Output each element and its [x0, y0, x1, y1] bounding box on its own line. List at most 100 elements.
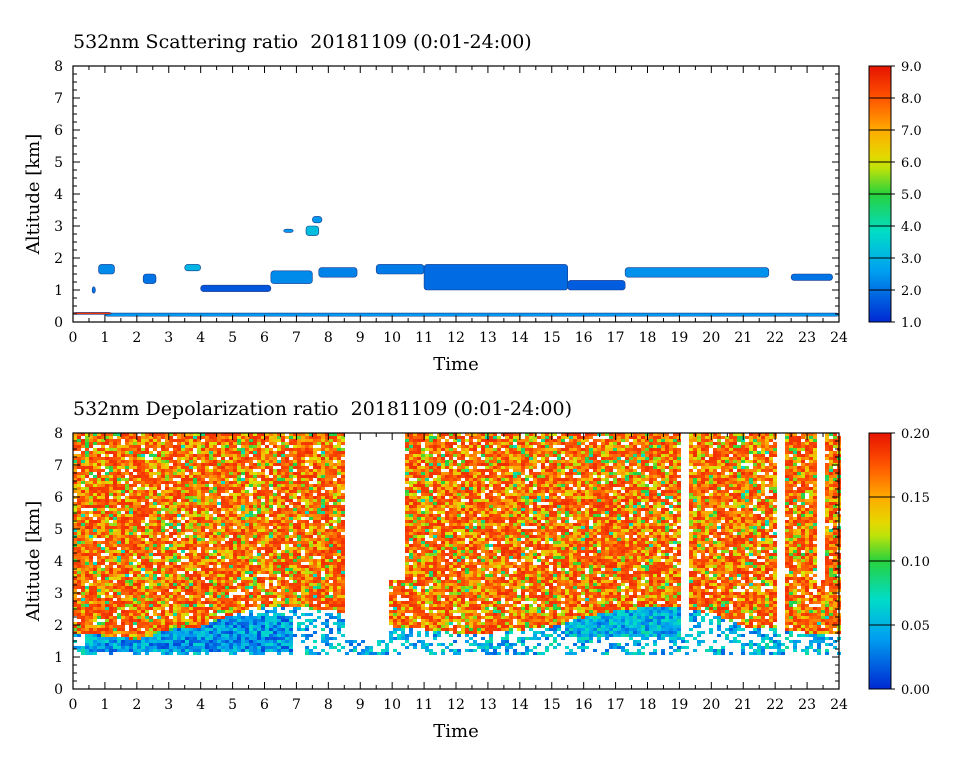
x-tick-label: 19 — [671, 697, 689, 713]
cloud-feature-6 — [200, 284, 272, 292]
x-tick-label: 16 — [575, 697, 593, 713]
x-tick-label: 21 — [734, 697, 752, 713]
depolarization-colorbar: 0.00 0.05 0.10 0.15 0.20 — [868, 427, 930, 698]
x-tick-label: 24 — [830, 330, 848, 346]
y-tick-label: 2 — [54, 618, 63, 634]
cloud-feature-10 — [312, 216, 323, 224]
chart-title-depolarization: 532nm Depolarization ratio 20181109 (0:0… — [73, 398, 573, 420]
colorbar-tick-label: 5.0 — [901, 188, 922, 203]
x-tick-label: 12 — [447, 697, 465, 713]
y-tick-label: 8 — [54, 59, 63, 75]
y-tick-label: 4 — [54, 554, 63, 570]
y-tick-label: 3 — [54, 219, 63, 235]
colorbar-tick-label: 6.0 — [901, 156, 922, 171]
y-tick-label: 2 — [54, 251, 63, 267]
colorbar-tick-label: 0.00 — [901, 683, 930, 698]
x-tick-label: 5 — [228, 697, 237, 713]
depolarization-cells — [73, 433, 841, 655]
x-tick-label: 17 — [607, 697, 625, 713]
colorbar-tick-label: 1.0 — [901, 316, 922, 331]
scattering-colorbar: 1.0 2.0 3.0 4.0 5.0 6.0 7.0 8.0 9.0 — [868, 60, 922, 331]
cloud-feature-4 — [142, 273, 157, 284]
x-tick-label: 2 — [132, 330, 141, 346]
colorbar-tick-label: 2.0 — [901, 284, 922, 299]
x-tick-label: 17 — [607, 330, 625, 346]
y-axis-label: Altitude [km] — [23, 134, 44, 256]
x-tick-label: 12 — [447, 330, 465, 346]
cloud-feature-1 — [98, 264, 115, 275]
x-tick-label: 1 — [100, 330, 109, 346]
cloud-feature-0 — [91, 286, 96, 294]
cloud-feature-12 — [375, 264, 425, 275]
cloud-feature-15 — [624, 267, 770, 278]
x-tick-label: 21 — [734, 330, 752, 346]
colorbar-tick-label: 0.15 — [901, 491, 930, 506]
x-tick-label: 0 — [69, 697, 78, 713]
x-tick-label: 7 — [292, 330, 301, 346]
x-tick-label: 11 — [415, 330, 433, 346]
cloud-feature-8 — [283, 228, 294, 233]
colorbar-tick-label: 0.20 — [901, 427, 930, 442]
x-tick-label: 9 — [356, 697, 365, 713]
y-tick-label: 6 — [54, 490, 63, 506]
x-tick-label: 4 — [196, 330, 205, 346]
cloud-feature-13 — [423, 264, 569, 291]
chart-title-scattering: 532nm Scattering ratio 20181109 (0:01-24… — [73, 31, 532, 53]
cloud-feature-11 — [318, 267, 358, 278]
x-tick-label: 7 — [292, 697, 301, 713]
x-tick-label: 15 — [543, 330, 561, 346]
y-tick-label: 7 — [54, 458, 63, 474]
cloud-feature-3 — [72, 312, 112, 315]
x-tick-label: 2 — [132, 697, 141, 713]
x-tick-label: 0 — [69, 330, 78, 346]
x-tick-label: 9 — [356, 330, 365, 346]
y-axis-label: Altitude [km] — [23, 501, 44, 623]
colorbar-tick-label: 7.0 — [901, 124, 922, 139]
y-tick-label: 5 — [54, 522, 63, 538]
x-axis-label: Time — [433, 354, 478, 375]
x-tick-label: 22 — [766, 697, 784, 713]
cloud-feature-14 — [567, 280, 626, 291]
x-tick-label: 18 — [639, 697, 657, 713]
y-tick-label: 0 — [54, 315, 63, 331]
x-tick-label: 14 — [511, 330, 529, 346]
x-axis-label: Time — [433, 721, 478, 742]
colorbar-tick-label: 8.0 — [901, 92, 922, 107]
colorbar-tick-label: 0.10 — [901, 555, 930, 570]
x-tick-label: 22 — [766, 330, 784, 346]
y-tick-label: 3 — [54, 586, 63, 602]
x-tick-label: 10 — [383, 330, 401, 346]
x-tick-label: 11 — [415, 697, 433, 713]
x-tick-label: 4 — [196, 697, 205, 713]
x-tick-label: 13 — [479, 697, 497, 713]
x-tick-label: 6 — [260, 697, 269, 713]
cloud-feature-2 — [104, 312, 840, 317]
x-tick-label: 14 — [511, 697, 529, 713]
y-tick-label: 8 — [54, 426, 63, 442]
x-tick-label: 5 — [228, 330, 237, 346]
x-tick-label: 20 — [702, 697, 720, 713]
y-tick-label: 0 — [54, 682, 63, 698]
x-tick-label: 20 — [702, 330, 720, 346]
y-tick-label: 1 — [54, 283, 63, 299]
x-tick-label: 3 — [164, 697, 173, 713]
x-tick-label: 13 — [479, 330, 497, 346]
x-tick-label: 24 — [830, 697, 848, 713]
y-tick-label: 4 — [54, 187, 63, 203]
x-tick-label: 8 — [324, 697, 333, 713]
x-tick-label: 15 — [543, 697, 561, 713]
x-tick-label: 19 — [671, 330, 689, 346]
x-tick-label: 23 — [798, 330, 816, 346]
x-tick-label: 18 — [639, 330, 657, 346]
cloud-feature-16 — [790, 273, 833, 281]
x-tick-label: 16 — [575, 330, 593, 346]
x-tick-label: 23 — [798, 697, 816, 713]
colorbar-tick-label: 9.0 — [901, 60, 922, 75]
x-tick-label: 6 — [260, 330, 269, 346]
y-tick-label: 7 — [54, 91, 63, 107]
scattering-plot-area: 0 1 2 3 4 5 6 7 8 9 10 11 12 13 14 15 16 17 18 19 20 21 22 23 24… — [23, 59, 848, 375]
x-tick-label: 3 — [164, 330, 173, 346]
cloud-feature-5 — [184, 264, 201, 272]
